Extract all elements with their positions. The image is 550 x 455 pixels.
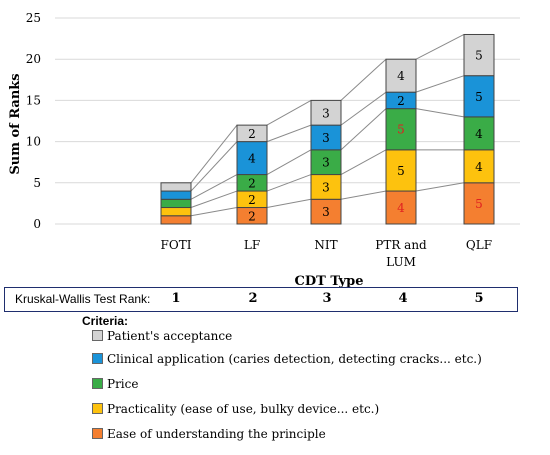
series-line [190, 141, 238, 192]
y-tick-label: 0 [33, 217, 41, 231]
series-line [190, 174, 238, 200]
data-label: 4 [397, 201, 405, 215]
series-line [340, 149, 387, 175]
rank-row-label: Kruskal-Wallis Test Rank: [15, 292, 151, 306]
rank-value-5: 5 [474, 291, 484, 306]
data-label: 3 [322, 106, 330, 120]
data-label: 5 [475, 49, 483, 63]
rank-value-2: 2 [248, 291, 258, 306]
legend-item-label: Ease of understanding the principle [107, 427, 326, 441]
legend-item-clinical-application: Clinical application (caries detection, … [92, 352, 482, 366]
data-label: 5 [397, 164, 405, 178]
x-tick-label: PTR and [375, 238, 427, 252]
bar-segment [160, 215, 192, 225]
series-line [266, 99, 312, 126]
series-line [266, 174, 312, 192]
x-tick-label: NIT [314, 238, 337, 252]
bar-segment [160, 190, 192, 200]
series-line [415, 108, 465, 118]
legend-swatch [92, 378, 103, 389]
series-line [266, 198, 312, 209]
series-line [190, 190, 238, 208]
legend-item-price: Price [92, 377, 138, 391]
x-tick-label: LUM [386, 255, 416, 269]
bar-segment [385, 58, 417, 93]
criteria-legend: Criteria: Patient's acceptance Clinical … [82, 314, 482, 441]
stacked-bar-chart: 0 5 10 15 20 25 FOTI 2 2 2 4 2 LF 3 3 3 3 3 NIT 4 5 5 2 4 PTR an… [8, 11, 520, 289]
bar-segment [463, 116, 495, 151]
x-tick-label: FOTI [161, 238, 192, 252]
series-line [415, 34, 465, 60]
bar-segment [236, 124, 268, 143]
series-line [190, 207, 238, 217]
data-label: 2 [248, 209, 256, 223]
legend-item-patients-acceptance: Patient's acceptance [92, 329, 232, 343]
bar-segment [310, 124, 342, 151]
series-line [415, 182, 465, 192]
y-tick-label: 20 [26, 52, 41, 66]
y-axis-title: Sum of Ranks [8, 73, 23, 174]
series-line [190, 124, 238, 184]
bar-segment [160, 207, 192, 217]
series-line [340, 58, 387, 101]
legend-item-label: Price [107, 377, 139, 391]
bar-segment [160, 198, 192, 209]
legend-item-label: Patient's acceptance [107, 329, 233, 343]
y-tick-label: 10 [26, 135, 41, 149]
x-axis-title: CDT Type [295, 274, 364, 289]
series-line [340, 190, 387, 200]
bar-segment [385, 190, 417, 225]
bar-segment [310, 99, 342, 126]
data-label: 5 [475, 197, 483, 211]
data-label: 4 [475, 127, 483, 141]
y-tick-label: 25 [26, 11, 41, 25]
rank-value-1: 1 [171, 291, 181, 306]
bar-segment [310, 198, 342, 225]
data-label: 3 [322, 180, 330, 194]
legend-title: Criteria: [82, 314, 129, 328]
bar-segment [310, 174, 342, 200]
series-line [340, 91, 387, 126]
legend-title-colon: : [124, 314, 129, 328]
x-tick-label: QLF [466, 238, 492, 252]
y-tick-label: 15 [26, 93, 41, 107]
legend-swatch [92, 353, 103, 364]
data-label: 5 [475, 90, 483, 104]
x-tick-label: LF [244, 238, 260, 252]
bar-segment [463, 33, 495, 77]
data-label: 2 [397, 94, 405, 108]
data-label: 4 [397, 69, 405, 83]
series-line [266, 124, 312, 143]
data-label: 2 [248, 127, 256, 141]
series-line [266, 149, 312, 175]
data-label: 3 [322, 205, 330, 219]
kruskal-wallis-rank-row: Kruskal-Wallis Test Rank: 1 2 3 4 5 [4, 287, 518, 312]
series-line [340, 108, 387, 151]
data-label: 2 [248, 193, 256, 207]
legend-item-label: Clinical application (caries detection, … [107, 352, 482, 366]
data-label: 4 [475, 160, 483, 174]
series-line [415, 75, 465, 93]
rank-value-4: 4 [398, 291, 408, 306]
bar-segment [385, 149, 417, 192]
bar-segment [310, 149, 342, 176]
y-tick-label: 5 [33, 176, 41, 190]
legend-item-practicality: Practicality (ease of use, bulky device.… [92, 402, 379, 416]
legend-item-ease-of-understanding: Ease of understanding the principle [92, 427, 326, 441]
bar-segment [463, 75, 495, 118]
data-label: 2 [248, 176, 256, 190]
data-label: 4 [248, 152, 256, 166]
rank-value-3: 3 [322, 291, 332, 306]
legend-swatch [92, 330, 103, 341]
bar-segment [385, 108, 417, 151]
legend-item-label: Practicality (ease of use, bulky device.… [107, 402, 380, 416]
bar-segment [160, 182, 192, 192]
bar-segment [236, 141, 268, 176]
data-label: 3 [322, 131, 330, 145]
legend-swatch [92, 403, 103, 414]
data-label: 5 [397, 123, 405, 137]
data-label: 3 [322, 156, 330, 170]
legend-swatch [92, 428, 103, 439]
